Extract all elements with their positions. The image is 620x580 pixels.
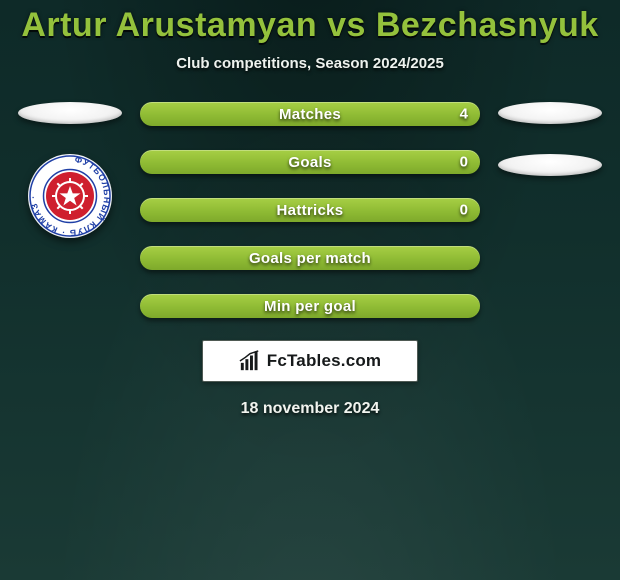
page-subtitle: Club competitions, Season 2024/2025	[176, 55, 444, 72]
stat-row-goals-per-match: Goals per match	[140, 246, 480, 270]
crest-svg: ФУТБОЛЬНЫЙ КЛУБ · КАМАЗ ·	[28, 154, 112, 238]
brand-box: FcTables.com	[202, 340, 418, 382]
stat-right-value: 0	[460, 202, 468, 219]
footer-date: 18 november 2024	[241, 400, 380, 418]
stat-row-hattricks: Hattricks 0	[140, 198, 480, 222]
stat-bars: Matches 4 Goals 0 Hattricks 0 Goals per …	[140, 102, 480, 318]
stat-row-min-per-goal: Min per goal	[140, 294, 480, 318]
stat-row-goals: Goals 0	[140, 150, 480, 174]
page-title: Artur Arustamyan vs Bezchasnyuk	[21, 6, 598, 45]
stat-label: Goals per match	[249, 250, 371, 267]
stat-right-value: 0	[460, 154, 468, 171]
club-crest-left: ФУТБОЛЬНЫЙ КЛУБ · КАМАЗ ·	[28, 154, 112, 238]
comparison-grid: ФУТБОЛЬНЫЙ КЛУБ · КАМАЗ ·	[0, 102, 620, 318]
stat-label: Hattricks	[277, 202, 344, 219]
bar-chart-icon	[239, 350, 261, 372]
player-plate-left	[18, 102, 122, 124]
stat-row-matches: Matches 4	[140, 102, 480, 126]
page: Artur Arustamyan vs Bezchasnyuk Club com…	[0, 0, 620, 580]
left-column: ФУТБОЛЬНЫЙ КЛУБ · КАМАЗ ·	[10, 102, 130, 238]
stat-label: Matches	[279, 106, 341, 123]
brand-text: FcTables.com	[267, 351, 382, 371]
stat-label: Min per goal	[264, 298, 356, 315]
player-plate-right-2	[498, 154, 602, 176]
stat-label: Goals	[288, 154, 331, 171]
right-column	[490, 102, 610, 176]
player-plate-right-1	[498, 102, 602, 124]
stat-right-value: 4	[460, 106, 468, 123]
